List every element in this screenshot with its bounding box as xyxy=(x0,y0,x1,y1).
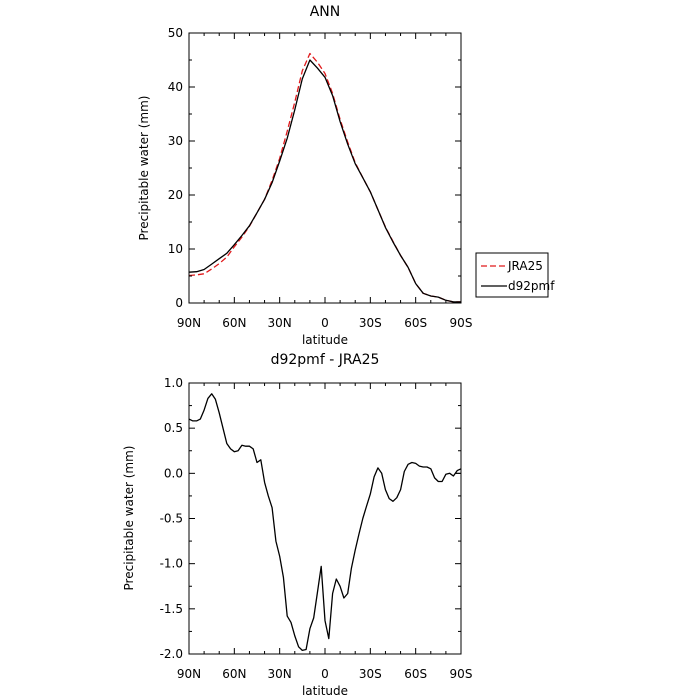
bottom-y-axis-label: Precipitable water (mm) xyxy=(122,446,136,591)
top-y-tick-label: 40 xyxy=(168,80,183,94)
series-line-jra25 xyxy=(188,52,461,303)
bottom-x-tick-label: 90N xyxy=(177,667,201,681)
series-line-bottom-difference xyxy=(188,393,462,652)
top-chart-title: ANN xyxy=(310,4,341,20)
top-x-tick-label: 60S xyxy=(404,316,427,330)
bottom-x-tick-label: 0 xyxy=(321,667,329,681)
top-x-tick-label: 30N xyxy=(268,316,292,330)
top-x-tick-label: 90S xyxy=(450,316,473,330)
top-x-tick-label: 90N xyxy=(177,316,201,330)
top-x-axis-label: latitude xyxy=(302,333,348,347)
bottom-y-tick-label: -1.0 xyxy=(160,557,183,571)
top-x-tick-label: 30S xyxy=(359,316,382,330)
legend-box xyxy=(475,252,549,298)
bottom-x-tick-label: 30S xyxy=(359,667,382,681)
bottom-y-tick-label: 1.0 xyxy=(164,376,183,390)
top-y-tick-label: 20 xyxy=(168,188,183,202)
bottom-x-tick-label: 60N xyxy=(222,667,246,681)
bottom-y-tick-label: 0.5 xyxy=(164,421,183,435)
bottom-x-axis-label: latitude xyxy=(302,684,348,698)
bottom-y-tick-label: -0.5 xyxy=(160,512,183,526)
bottom-x-tick-label: 30N xyxy=(268,667,292,681)
panel-top: ANN 0 10 20 30 40 50 90N 60N 30N 0 30S 60S 90S lati… xyxy=(137,4,555,347)
panel-bottom: d92pmf - JRA25 -2.0 -1.5 -1.0 -0.5 0.0 0.5 1.0… xyxy=(122,352,472,698)
bottom-plot-area xyxy=(188,393,462,652)
bottom-y-tick-label: -1.5 xyxy=(160,602,183,616)
legend-label-d92pmf: d92pmf xyxy=(508,279,555,293)
series-line-d92pmf xyxy=(188,59,461,303)
legend: JRA25 d92pmf xyxy=(475,252,555,298)
top-y-tick-label: 50 xyxy=(168,26,183,40)
top-x-tick-label: 0 xyxy=(321,316,329,330)
bottom-y-axis: -2.0 -1.5 -1.0 -0.5 0.0 0.5 1.0 xyxy=(160,376,461,661)
top-y-tick-label: 0 xyxy=(175,296,183,310)
top-y-tick-label: 10 xyxy=(168,242,183,256)
bottom-x-tick-label: 90S xyxy=(450,667,473,681)
bottom-y-tick-label: -2.0 xyxy=(160,647,183,661)
top-plot-area xyxy=(188,52,461,303)
top-y-axis-label: Precipitable water (mm) xyxy=(137,96,151,241)
bottom-x-axis: 90N 60N 30N 0 30S 60S 90S xyxy=(177,383,473,681)
top-y-axis: 0 10 20 30 40 50 xyxy=(168,26,461,310)
bottom-y-tick-label: 0.0 xyxy=(164,466,183,480)
top-y-tick-label: 30 xyxy=(168,134,183,148)
top-x-axis: 90N 60N 30N 0 30S 60S 90S xyxy=(177,33,473,330)
bottom-x-tick-label: 60S xyxy=(404,667,427,681)
top-x-tick-label: 60N xyxy=(222,316,246,330)
bottom-chart-title: d92pmf - JRA25 xyxy=(271,352,380,368)
legend-label-jra25: JRA25 xyxy=(507,259,543,273)
